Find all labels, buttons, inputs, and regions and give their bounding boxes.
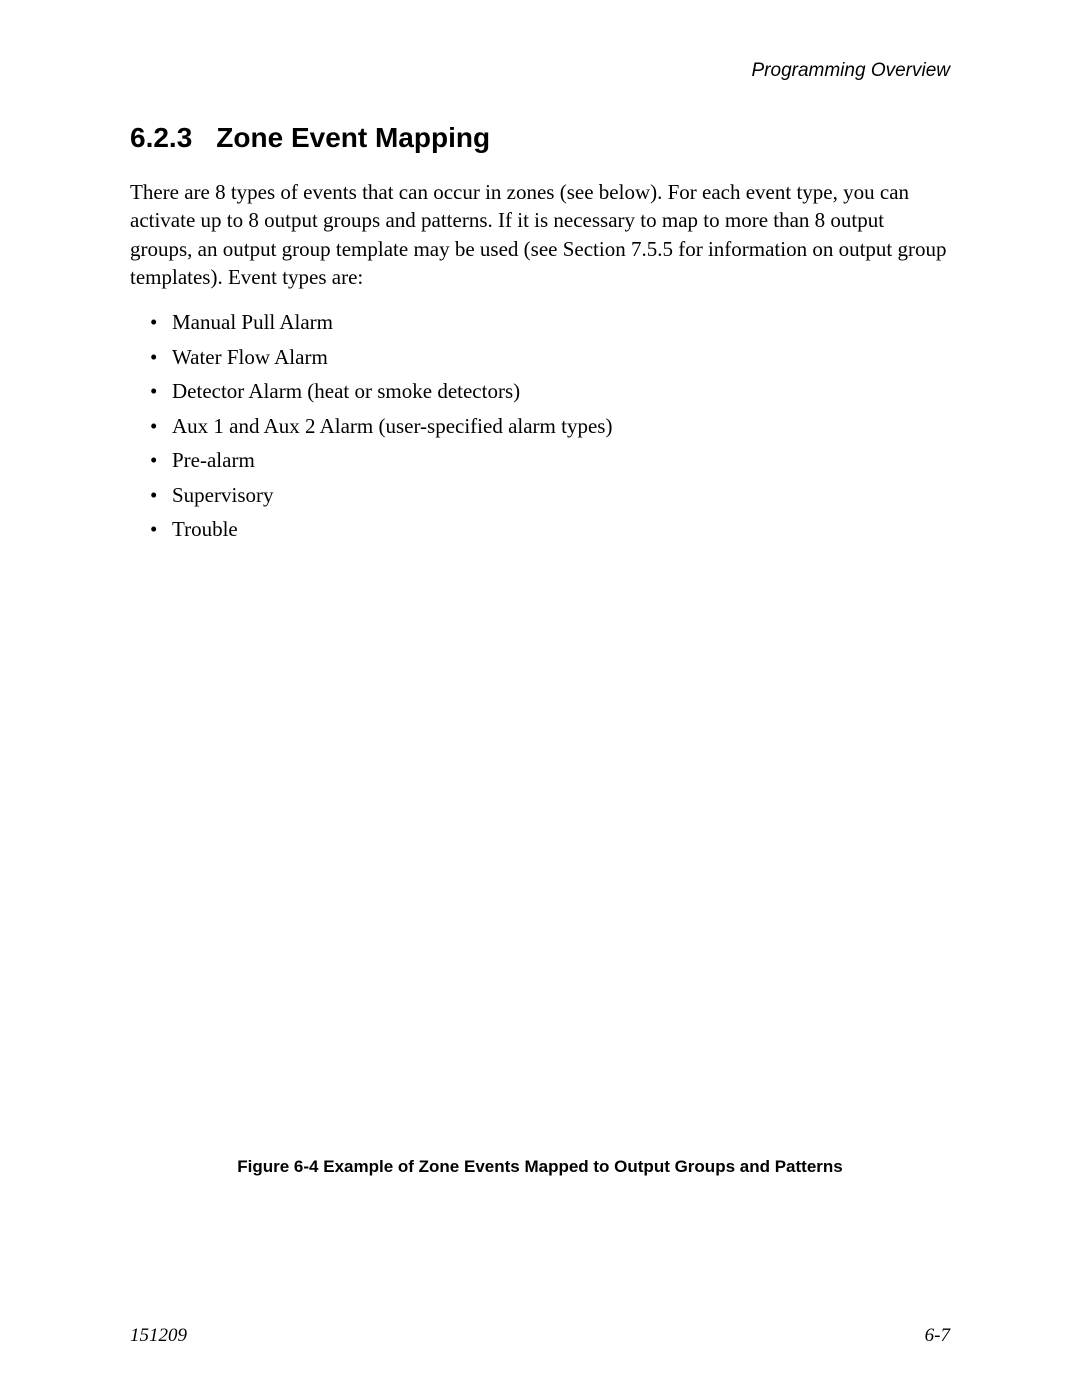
- list-item: Pre-alarm: [150, 445, 950, 475]
- list-item: Manual Pull Alarm: [150, 307, 950, 337]
- list-item: Water Flow Alarm: [150, 342, 950, 372]
- section-heading: 6.2.3 Zone Event Mapping: [130, 122, 950, 154]
- section-number: 6.2.3: [130, 122, 192, 154]
- figure-caption: Figure 6-4 Example of Zone Events Mapped…: [0, 1157, 1080, 1177]
- list-item: Trouble: [150, 514, 950, 544]
- list-item: Supervisory: [150, 480, 950, 510]
- footer-page-number: 6-7: [925, 1325, 950, 1347]
- list-item: Detector Alarm (heat or smoke detectors): [150, 376, 950, 406]
- section-title: Zone Event Mapping: [216, 122, 490, 153]
- running-head: Programming Overview: [130, 60, 950, 82]
- body-paragraph: There are 8 types of events that can occ…: [130, 178, 950, 291]
- footer-doc-number: 151209: [130, 1325, 187, 1347]
- event-types-list: Manual Pull Alarm Water Flow Alarm Detec…: [130, 307, 950, 544]
- page-footer: 151209 6-7: [130, 1325, 950, 1347]
- list-item: Aux 1 and Aux 2 Alarm (user-specified al…: [150, 411, 950, 441]
